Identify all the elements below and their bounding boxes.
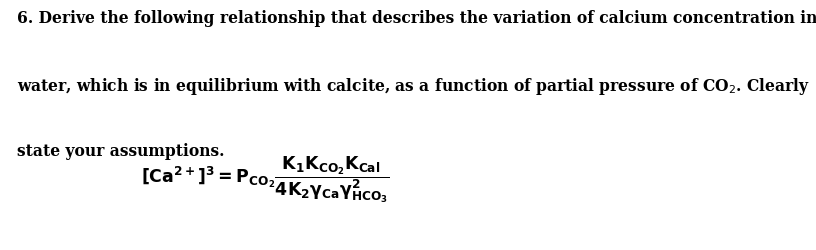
- Text: state your assumptions.: state your assumptions.: [16, 142, 224, 159]
- Text: $\mathbf{[Ca^{2+}]^3 = P_{CO_2} \dfrac{K_1K_{CO_2}K_{Cal}}{4K_2\gamma_{Ca}\gamma: $\mathbf{[Ca^{2+}]^3 = P_{CO_2} \dfrac{K…: [141, 154, 390, 204]
- Text: water, which is in equilibrium with calcite, as a function of partial pressure o: water, which is in equilibrium with calc…: [16, 76, 809, 97]
- Text: 6. Derive the following relationship that describes the variation of calcium con: 6. Derive the following relationship tha…: [16, 10, 816, 27]
